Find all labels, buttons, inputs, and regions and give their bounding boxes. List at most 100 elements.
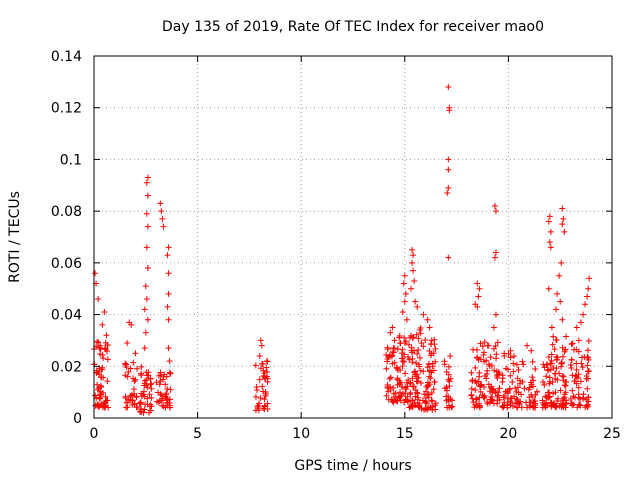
- data-point: [431, 378, 438, 385]
- data-point: [264, 378, 271, 385]
- data-point: [128, 321, 135, 328]
- data-point: [550, 390, 557, 397]
- data-point: [399, 346, 406, 353]
- data-point: [510, 353, 517, 360]
- data-point: [162, 393, 169, 400]
- data-point: [575, 371, 582, 378]
- data-point: [584, 347, 591, 354]
- data-point: [406, 356, 413, 363]
- data-point: [404, 383, 411, 390]
- data-point: [414, 389, 421, 396]
- data-point: [165, 244, 172, 251]
- data-point: [257, 395, 264, 402]
- data-point: [527, 399, 534, 406]
- data-point: [97, 342, 104, 349]
- data-point: [159, 215, 166, 222]
- data-point: [416, 400, 423, 407]
- data-point: [554, 398, 561, 404]
- data-point: [553, 306, 560, 313]
- data-point: [445, 84, 452, 91]
- data-point: [512, 385, 519, 392]
- data-point: [129, 397, 136, 404]
- data-point: [446, 107, 453, 114]
- data-point: [472, 364, 479, 371]
- data-point: [445, 184, 452, 191]
- data-point: [491, 367, 498, 374]
- data-point: [543, 399, 550, 406]
- data-point: [501, 352, 508, 359]
- data-point: [162, 381, 169, 388]
- data-point: [95, 296, 102, 303]
- data-point: [445, 166, 452, 173]
- data-point: [165, 345, 172, 352]
- data-point: [575, 384, 582, 391]
- data-point: [124, 404, 131, 411]
- data-point: [559, 316, 566, 323]
- data-point: [397, 389, 404, 396]
- data-point: [575, 391, 582, 398]
- x-tick-label: 25: [603, 426, 621, 442]
- data-point: [492, 249, 499, 256]
- data-point: [500, 394, 507, 401]
- data-point: [103, 397, 110, 404]
- data-point: [488, 396, 495, 403]
- data-point: [133, 394, 140, 401]
- data-point: [514, 375, 521, 382]
- data-point: [448, 404, 455, 411]
- data-point: [585, 394, 592, 401]
- data-point: [578, 360, 585, 367]
- data-point: [142, 283, 149, 290]
- data-point: [428, 390, 435, 397]
- data-point: [160, 223, 167, 230]
- data-point: [148, 403, 155, 410]
- data-point: [383, 392, 390, 399]
- data-point: [445, 363, 452, 370]
- data-point: [476, 285, 483, 292]
- data-point: [585, 285, 592, 292]
- data-point: [257, 337, 264, 344]
- data-point: [96, 368, 103, 375]
- data-point: [141, 406, 148, 413]
- data-point: [510, 360, 517, 367]
- data-point: [148, 385, 155, 392]
- data-point: [524, 342, 531, 349]
- data-point: [445, 254, 452, 261]
- data-point: [97, 346, 104, 353]
- data-point: [408, 332, 415, 339]
- data-point: [408, 344, 415, 351]
- data-point: [585, 375, 592, 382]
- data-point: [480, 394, 487, 401]
- data-point: [514, 361, 521, 368]
- data-point: [426, 373, 433, 380]
- data-point: [145, 372, 152, 379]
- data-point: [413, 331, 420, 338]
- data-point: [486, 362, 493, 369]
- data-point: [577, 378, 584, 385]
- data-point: [385, 388, 392, 395]
- data-point: [540, 361, 547, 368]
- y-tick-label: 0.12: [51, 101, 82, 117]
- data-point: [409, 246, 416, 253]
- data-point: [429, 406, 436, 413]
- data-point: [432, 345, 439, 352]
- data-point: [469, 378, 476, 385]
- data-point: [546, 213, 553, 220]
- data-point: [164, 252, 171, 259]
- data-point: [539, 379, 546, 386]
- data-point: [487, 354, 494, 361]
- data-point: [157, 369, 164, 376]
- data-point: [429, 398, 436, 405]
- data-point: [496, 385, 503, 392]
- data-point: [430, 386, 437, 393]
- data-point: [503, 365, 510, 372]
- data-point: [449, 403, 456, 410]
- data-point: [263, 358, 270, 365]
- data-point: [412, 298, 419, 305]
- data-point: [99, 389, 106, 396]
- data-point: [559, 402, 566, 409]
- data-point: [551, 346, 558, 353]
- data-point: [546, 374, 553, 381]
- x-tick-labels: 0 5 10 15 20 25: [90, 426, 621, 442]
- data-point: [559, 344, 566, 351]
- y-tick-label: 0.1: [60, 152, 82, 168]
